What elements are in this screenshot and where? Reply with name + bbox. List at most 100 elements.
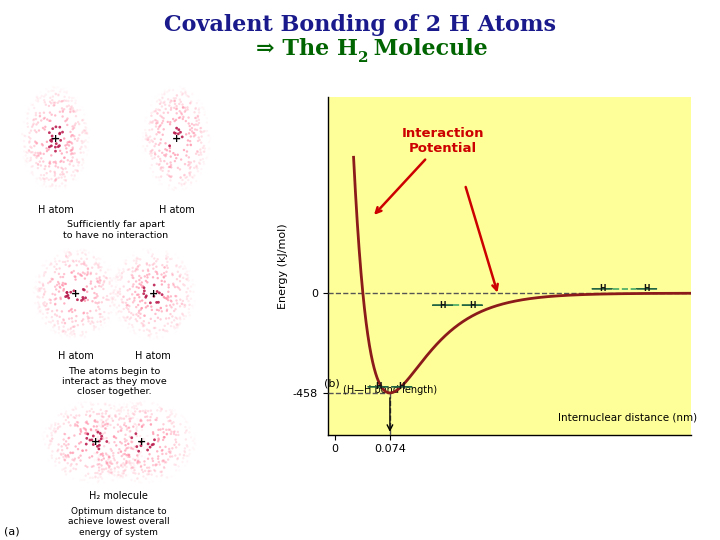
Point <box>154 160 166 168</box>
Point <box>104 262 116 271</box>
Point <box>148 461 159 470</box>
Point <box>18 147 30 156</box>
Point <box>56 149 68 158</box>
Point <box>149 150 161 158</box>
Point <box>198 141 210 150</box>
Point <box>96 423 107 431</box>
Point <box>81 463 93 471</box>
Point <box>165 410 176 419</box>
Point <box>148 428 159 437</box>
Point <box>185 282 197 291</box>
Point <box>192 137 204 145</box>
Point <box>170 327 181 336</box>
Point <box>38 109 50 117</box>
Point <box>177 185 189 193</box>
Point <box>175 271 186 279</box>
Point <box>101 434 112 442</box>
Point <box>109 295 121 304</box>
Point <box>78 259 89 268</box>
Point <box>82 478 94 487</box>
Point <box>75 425 86 434</box>
Point <box>50 123 62 131</box>
Point <box>184 168 195 177</box>
Point <box>168 279 179 288</box>
Point <box>184 423 195 432</box>
Point <box>92 477 104 486</box>
Point <box>158 436 169 444</box>
Point <box>94 282 105 291</box>
Point <box>76 476 88 484</box>
Point <box>117 473 129 482</box>
Point <box>107 306 119 314</box>
Point <box>85 269 96 278</box>
Point <box>163 181 175 190</box>
Point <box>61 444 73 453</box>
Point <box>152 431 163 440</box>
Point <box>111 303 122 312</box>
Point <box>129 420 140 428</box>
Point <box>165 163 176 171</box>
Point <box>115 471 127 480</box>
Point <box>144 126 156 134</box>
Point <box>195 169 207 178</box>
Point <box>171 314 183 323</box>
Point <box>53 328 65 337</box>
Point <box>140 292 152 300</box>
Point <box>49 177 60 186</box>
Point <box>158 99 169 107</box>
Point <box>162 292 174 301</box>
Point <box>62 114 73 123</box>
Point <box>188 287 199 296</box>
Point <box>85 319 96 328</box>
Point <box>144 443 156 451</box>
Point <box>78 285 89 294</box>
Point <box>86 285 98 293</box>
Point <box>55 157 67 165</box>
Point <box>68 413 79 422</box>
Text: H atom: H atom <box>37 205 73 215</box>
Point <box>163 163 175 171</box>
Point <box>129 410 140 418</box>
Point <box>54 130 66 138</box>
Point <box>187 443 199 452</box>
Point <box>181 295 193 303</box>
Point <box>91 299 103 308</box>
Point <box>81 428 92 437</box>
Point <box>168 94 179 103</box>
Point <box>177 265 189 273</box>
Point <box>163 293 174 302</box>
Point <box>45 182 57 191</box>
Point <box>25 126 37 135</box>
Point <box>53 143 64 151</box>
Point <box>80 123 91 131</box>
Point <box>148 323 160 332</box>
Point <box>135 309 146 318</box>
Point <box>176 109 187 117</box>
Point <box>147 477 158 486</box>
Point <box>88 400 99 409</box>
Point <box>104 458 115 467</box>
Point <box>148 259 160 268</box>
Point <box>19 142 30 151</box>
Point <box>40 287 51 296</box>
Point <box>122 458 133 467</box>
Point <box>149 153 161 162</box>
Point <box>162 109 174 117</box>
Point <box>159 100 171 109</box>
Point <box>89 416 101 424</box>
Point <box>82 265 94 274</box>
Point <box>76 129 88 137</box>
Point <box>171 105 182 113</box>
Point <box>107 295 118 304</box>
Point <box>91 434 102 443</box>
Point <box>158 273 170 282</box>
Point <box>183 451 194 460</box>
Point <box>77 164 89 172</box>
Point <box>59 176 71 184</box>
Point <box>58 435 69 444</box>
Point <box>159 458 171 467</box>
Point <box>97 280 109 289</box>
Point <box>140 293 151 301</box>
Point <box>156 180 168 188</box>
Point <box>68 287 80 295</box>
